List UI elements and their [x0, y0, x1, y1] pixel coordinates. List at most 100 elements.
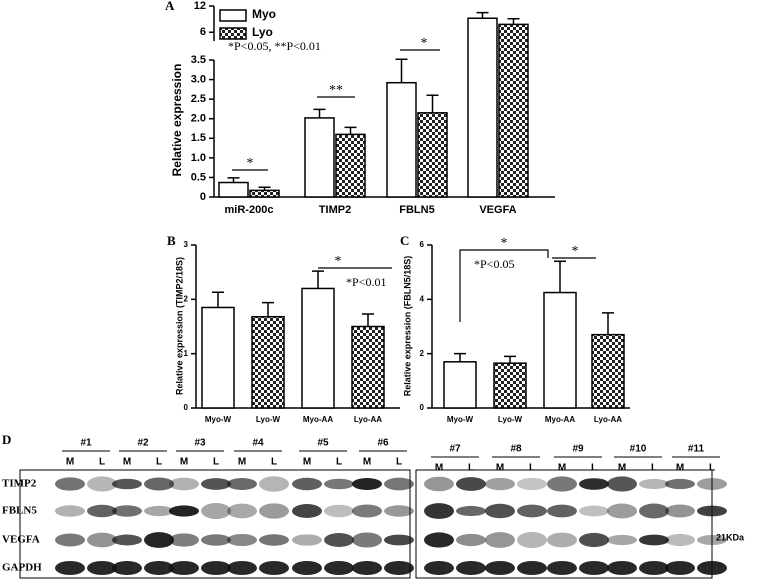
lane-label: L — [396, 457, 402, 468]
y-tick-label: 2 — [420, 349, 425, 358]
blot-band — [169, 533, 199, 547]
bar — [467, 17, 498, 198]
y-tick-label: 1.5 — [191, 132, 206, 144]
y-tick-label: 3.5 — [191, 54, 206, 66]
blot-band — [87, 476, 117, 492]
blot-band — [324, 561, 354, 575]
blot-band — [227, 561, 257, 575]
y-tick-label: 6 — [420, 240, 425, 249]
lane-label: L — [156, 457, 162, 468]
bar — [304, 117, 335, 198]
blot-band — [87, 504, 117, 518]
blot-band — [639, 534, 669, 546]
error-bar — [504, 355, 516, 364]
blot-band — [384, 534, 414, 546]
blot-band — [144, 561, 174, 575]
x-tick-label: Lyo-AA — [594, 415, 622, 424]
lane-label: M — [435, 463, 443, 474]
group-label: #10 — [630, 444, 647, 455]
blot-band — [87, 561, 117, 575]
blot-band — [201, 534, 231, 546]
panel-label: D — [2, 432, 11, 447]
blot-band — [424, 561, 454, 575]
blot-band — [259, 476, 289, 492]
bar — [543, 291, 577, 409]
x-tick-label: Myo-AA — [545, 415, 575, 424]
blot-band — [384, 477, 414, 491]
y-tick-label: 0.5 — [191, 171, 206, 183]
row-label: GAPDH — [2, 562, 42, 574]
bar — [301, 287, 335, 409]
error-bar — [554, 260, 566, 293]
error-bar — [313, 108, 326, 118]
significance-bracket — [459, 249, 549, 322]
blot-band — [607, 534, 637, 546]
blot-band — [665, 478, 695, 490]
legend-label: Lyo — [252, 25, 273, 39]
x-tick-label: Myo-W — [447, 415, 474, 424]
bar — [417, 112, 448, 198]
blot-band — [607, 476, 637, 492]
group-label: #5 — [317, 438, 329, 449]
y-tick-label: 1 — [184, 349, 189, 358]
x-tick-label: Lyo-AA — [354, 415, 382, 424]
blot-band — [201, 561, 231, 575]
lane-label: M — [66, 457, 74, 468]
y-tick-label: 2.0 — [191, 113, 206, 125]
error-bar — [476, 11, 489, 19]
blot-band — [292, 477, 322, 491]
x-tick-label: TIMP2 — [319, 204, 351, 216]
blot-band — [324, 533, 354, 547]
lane-label: M — [676, 463, 684, 474]
y-axis-label: Relative expression (FBLN5/18S) — [402, 256, 412, 397]
annotation: * — [421, 36, 428, 51]
error-bar — [258, 186, 271, 191]
lane-label: M — [303, 457, 311, 468]
blot-band — [485, 503, 515, 519]
annotation: * — [501, 236, 508, 251]
blot-band — [55, 505, 85, 517]
lane-label: L — [271, 457, 277, 468]
blot-band — [292, 534, 322, 546]
blot-band — [201, 478, 231, 490]
bar — [251, 315, 285, 409]
lane-label: M — [123, 457, 131, 468]
group-label: #8 — [510, 444, 522, 455]
blot-band — [697, 534, 727, 546]
panel-label: A — [165, 0, 175, 13]
blot-band — [144, 505, 174, 517]
lane-label: M — [558, 463, 566, 474]
blot-band — [665, 533, 695, 547]
x-tick-label: FBLN5 — [399, 204, 434, 216]
lane-label: L — [529, 463, 535, 474]
blot-band — [547, 476, 577, 492]
blot-band — [697, 478, 727, 490]
row-label: FBLN5 — [2, 505, 37, 517]
y-axis-label: Relative expression (TIMP2/18S) — [174, 257, 184, 395]
blot-band — [639, 503, 669, 519]
error-bar — [212, 291, 224, 308]
blot-band — [517, 477, 547, 491]
annotation: *P<0.01 — [346, 275, 386, 289]
annotation: * — [335, 254, 342, 269]
blot-band — [112, 561, 142, 575]
blot-band — [579, 478, 609, 490]
y-tick-label: 0 — [200, 191, 206, 203]
x-tick-label: VEGFA — [479, 204, 516, 216]
blot-band — [517, 504, 547, 518]
blot-band — [112, 478, 142, 490]
blot-band — [352, 478, 382, 490]
blot-band — [384, 561, 414, 575]
error-bar — [602, 312, 614, 335]
lane-label: L — [709, 463, 715, 474]
blot-band — [324, 504, 354, 518]
blot-band — [607, 503, 637, 519]
blot-band — [292, 504, 322, 518]
blot-band — [55, 533, 85, 547]
y-tick-label: 3.0 — [191, 73, 206, 85]
blot-band — [55, 477, 85, 491]
y-tick-label: 12 — [194, 0, 206, 12]
blot-band — [697, 505, 727, 517]
group-label: #11 — [688, 444, 705, 455]
blot-band — [169, 561, 199, 575]
